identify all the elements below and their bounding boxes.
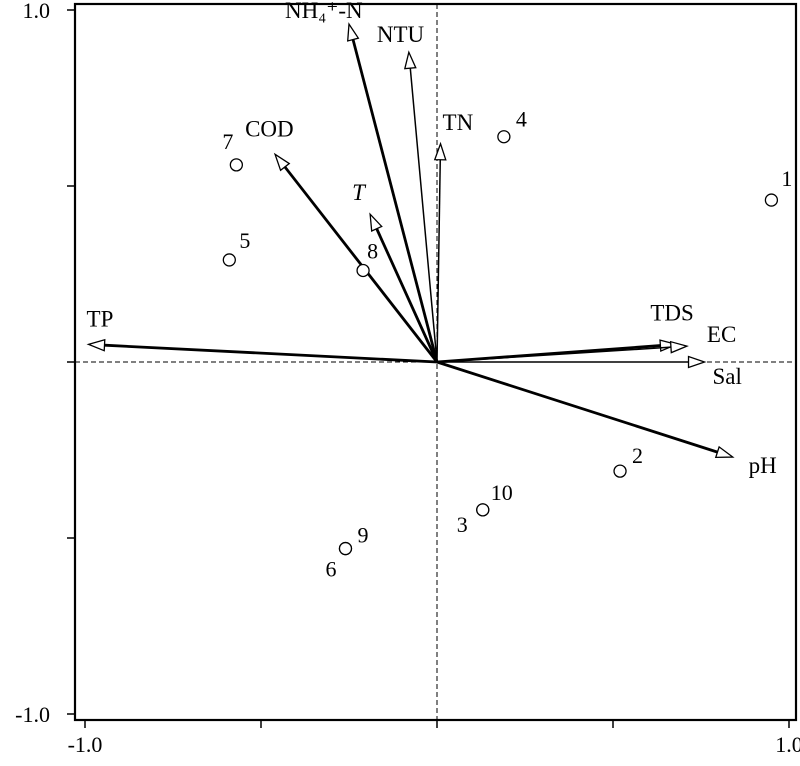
vectors-layer: NH₄⁺-N NTU TN COD T TP TDS EC Sal pH: [87, 0, 777, 478]
vector-arrowhead: [669, 340, 689, 354]
site-point: [356, 263, 370, 278]
y-tick-label: 1.0: [23, 0, 51, 23]
vector-label: COD: [245, 116, 294, 141]
vector-label: EC: [707, 322, 736, 347]
site-point: [222, 253, 236, 267]
vector-label: T: [352, 180, 367, 205]
vector-arrowhead: [433, 141, 447, 161]
vector-line: [436, 346, 671, 363]
vector-line: [436, 360, 718, 454]
site-label: 6: [325, 557, 336, 582]
site-point: [497, 130, 511, 144]
vector-label: Sal: [713, 364, 742, 389]
vector-arrowhead: [273, 152, 291, 172]
vector-line: [375, 228, 439, 363]
vector-arrowhead: [369, 212, 383, 232]
vector-label: pH: [749, 453, 777, 478]
vector-label: NH₄⁺-N: [285, 0, 363, 23]
vector-line: [436, 159, 442, 363]
vector-arrowhead: [403, 50, 417, 70]
site-label: 2: [632, 443, 643, 468]
site-point: [338, 541, 353, 556]
site-point: [229, 158, 244, 172]
x-tick-label: -1.0: [68, 732, 103, 757]
site-point: [764, 193, 779, 207]
vector-label: TP: [87, 306, 114, 331]
site-label: 4: [516, 107, 527, 132]
site-label: 8: [367, 238, 378, 263]
vector-label: TDS: [650, 300, 693, 325]
site-point: [613, 464, 627, 478]
sites-layer: 1 2 3 4 5 6 7 8 9 10: [222, 107, 792, 582]
site-label: 10: [491, 480, 513, 505]
site-label: 5: [239, 228, 250, 253]
vector-arrowhead: [346, 22, 360, 42]
vector-label: NTU: [377, 22, 425, 47]
vector-line: [409, 68, 438, 363]
site-label: 1: [781, 166, 792, 191]
vector-arrowhead: [687, 355, 707, 369]
site-label: 7: [222, 129, 233, 154]
x-tick-label: 1.0: [775, 732, 800, 757]
vector-arrowhead: [86, 338, 106, 352]
site-point: [476, 503, 490, 517]
site-label: 9: [357, 523, 368, 548]
site-label: 3: [457, 512, 468, 537]
vector-arrowhead: [714, 445, 735, 459]
vector-line: [104, 343, 438, 364]
vector-label: TN: [443, 110, 474, 135]
vector-line: [351, 39, 439, 363]
y-tick-label: -1.0: [15, 702, 50, 727]
axes-layer: -1.0 1.0 -1.0 1.0: [15, 0, 800, 757]
